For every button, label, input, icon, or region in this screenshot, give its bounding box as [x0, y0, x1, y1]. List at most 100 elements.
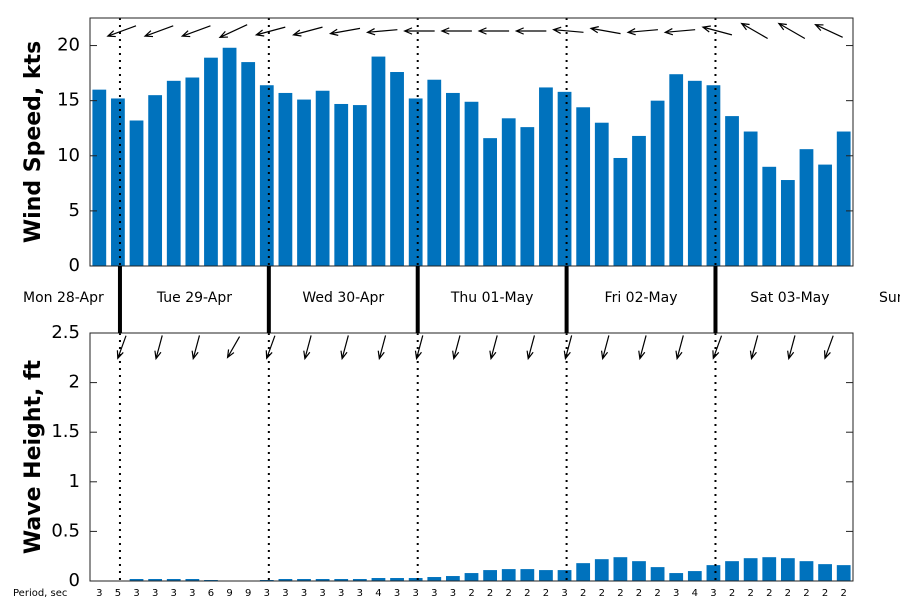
direction-arrow: [377, 335, 387, 361]
y-axis-label: Wind Speed, kts: [21, 41, 46, 243]
bar: [446, 92, 460, 266]
direction-arrow: [191, 335, 201, 361]
bar: [297, 99, 311, 266]
period-value: 3: [319, 588, 325, 599]
bar: [129, 120, 144, 266]
period-value: 6: [208, 588, 214, 599]
bar: [706, 565, 721, 581]
bar: [166, 80, 181, 267]
period-value: 5: [115, 588, 121, 599]
direction-arrow: [638, 335, 647, 361]
bar: [836, 565, 851, 581]
bar: [632, 561, 646, 581]
plot-frame: [89, 17, 854, 267]
bar: [148, 579, 163, 581]
bar: [725, 116, 739, 266]
bar: [743, 131, 758, 266]
period-value: 2: [580, 588, 586, 599]
day-label: Sun: [879, 290, 900, 306]
period-value: 3: [450, 588, 456, 599]
y-tick-label: 0.5: [51, 520, 80, 541]
direction-arrow: [589, 26, 621, 35]
bar: [259, 85, 274, 266]
y-tick-label: 0: [69, 255, 80, 276]
bar: [501, 118, 516, 267]
bar: [148, 95, 163, 267]
direction-arrow: [365, 28, 398, 36]
bar: [650, 567, 665, 581]
direction-arrow: [749, 335, 759, 361]
bar: [315, 579, 330, 581]
bar: [371, 56, 386, 267]
bar: [390, 72, 404, 267]
direction-arrow: [777, 22, 806, 40]
bar: [669, 74, 684, 266]
bar: [632, 135, 646, 266]
day-label: Tue 29-Apr: [156, 290, 232, 306]
period-value: 3: [394, 588, 400, 599]
period-value: 2: [822, 588, 828, 599]
bar: [427, 79, 442, 266]
period-value: 3: [412, 588, 418, 599]
bar: [539, 87, 553, 266]
direction-arrow: [452, 335, 461, 361]
period-value: 4: [375, 588, 381, 599]
direction-arrow: [143, 25, 174, 38]
direction-arrow: [563, 335, 573, 361]
direction-arrow: [823, 335, 834, 360]
period-value: 3: [673, 588, 679, 599]
direction-arrow: [675, 335, 684, 361]
bar: [446, 576, 460, 581]
period-value: 2: [841, 588, 847, 599]
bar: [818, 164, 832, 266]
direction-arrow: [701, 25, 733, 36]
period-value: 2: [506, 588, 512, 599]
day-label: Wed 30-Apr: [302, 290, 384, 306]
bar: [185, 77, 200, 267]
direction-arrow: [740, 22, 768, 40]
period-value: 2: [766, 588, 772, 599]
bar: [483, 138, 497, 266]
bar: [576, 563, 591, 581]
bar: [799, 561, 814, 581]
bar: [464, 101, 479, 266]
period-value: 3: [561, 588, 567, 599]
period-value: 2: [599, 588, 605, 599]
direction-arrow: [254, 26, 286, 37]
period-value: 3: [171, 588, 177, 599]
direction-arrow: [414, 335, 424, 361]
bar: [520, 127, 535, 267]
period-value: 3: [282, 588, 288, 599]
bar: [799, 149, 814, 266]
bar: [222, 47, 237, 267]
period-value: 2: [785, 588, 791, 599]
y-tick-label: 1.5: [51, 421, 80, 442]
period-value: 2: [543, 588, 549, 599]
period-value: 3: [301, 588, 307, 599]
bar: [334, 579, 349, 581]
direction-arrow: [106, 25, 137, 38]
period-value: 9: [245, 588, 251, 599]
bar: [166, 579, 181, 581]
bar: [241, 62, 256, 266]
direction-arrow: [292, 26, 323, 37]
bar: [111, 98, 125, 266]
bar: [204, 57, 218, 267]
plot-frame: [89, 332, 854, 582]
period-value: 3: [264, 588, 270, 599]
period-value: 2: [487, 588, 493, 599]
day-label: Fri 02-May: [605, 290, 678, 306]
bar: [408, 98, 423, 266]
bar: [371, 578, 386, 581]
bar: [780, 558, 795, 581]
bar: [315, 90, 330, 266]
bar: [278, 579, 293, 581]
period-value: 2: [617, 588, 623, 599]
y-tick-label: 2: [69, 372, 80, 393]
direction-arrow: [218, 24, 248, 38]
day-label: Mon 28-Apr: [23, 290, 104, 306]
bar: [557, 91, 572, 266]
direction-arrow: [489, 335, 498, 361]
direction-arrow: [663, 28, 696, 36]
bar: [836, 131, 851, 266]
